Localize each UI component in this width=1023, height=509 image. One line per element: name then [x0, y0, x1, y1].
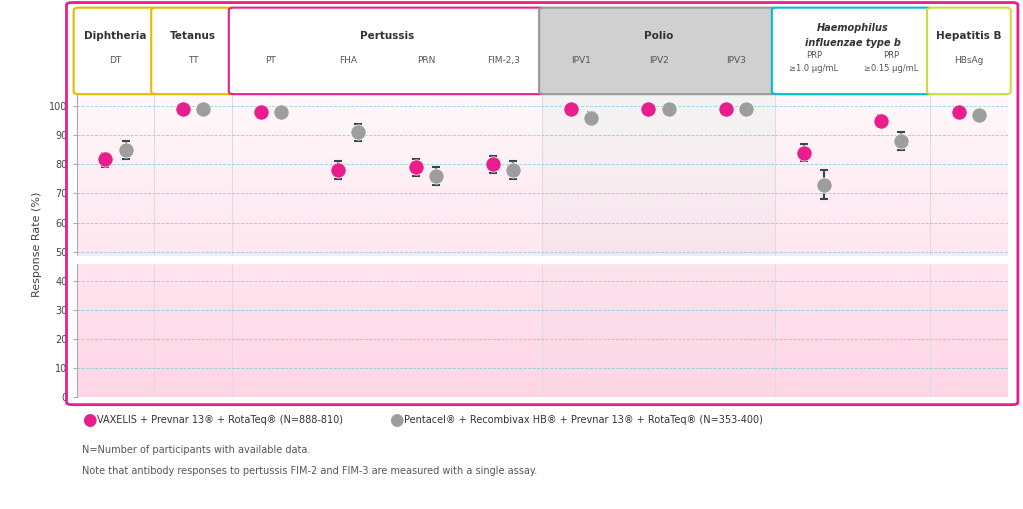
Point — [428, 172, 444, 180]
Text: influenzae type b: influenzae type b — [804, 38, 900, 48]
Point — [97, 154, 114, 162]
Text: FHA: FHA — [340, 56, 357, 65]
Point — [330, 166, 347, 174]
Text: ●: ● — [82, 411, 96, 429]
Text: IPV2: IPV2 — [649, 56, 668, 65]
Y-axis label: Response Rate (%): Response Rate (%) — [33, 191, 42, 297]
Text: Pertussis: Pertussis — [360, 31, 414, 41]
Point — [350, 128, 366, 136]
Text: N=Number of participants with available data.: N=Number of participants with available … — [82, 445, 310, 456]
Point — [195, 105, 212, 113]
Text: Note that antibody responses to pertussis FIM-2 and FIM-3 are measured with a si: Note that antibody responses to pertussi… — [82, 466, 537, 476]
Point — [796, 149, 812, 157]
Point — [485, 160, 501, 168]
Text: PRP: PRP — [883, 51, 899, 60]
Text: Polio: Polio — [643, 31, 673, 41]
Text: HBsAg: HBsAg — [954, 56, 983, 65]
Text: IPV3: IPV3 — [726, 56, 746, 65]
Text: VAXELIS + Prevnar 13® + RotaTeq® (N=888-810): VAXELIS + Prevnar 13® + RotaTeq® (N=888-… — [97, 415, 343, 425]
Text: IPV1: IPV1 — [571, 56, 591, 65]
Text: Antigens:: Antigens: — [471, 23, 552, 38]
Point — [272, 108, 288, 116]
Point — [738, 105, 754, 113]
Point — [873, 117, 889, 125]
Point — [661, 105, 677, 113]
Text: PT: PT — [265, 56, 276, 65]
Point — [583, 114, 599, 122]
Point — [407, 163, 424, 172]
Point — [640, 105, 657, 113]
Point — [815, 181, 832, 189]
Point — [253, 108, 269, 116]
Text: TT: TT — [188, 56, 198, 65]
Text: ●: ● — [389, 411, 403, 429]
Point — [118, 146, 134, 154]
Text: PRN: PRN — [416, 56, 435, 65]
Point — [950, 108, 967, 116]
Text: Tetanus: Tetanus — [170, 31, 216, 41]
Text: Hepatitis B: Hepatitis B — [936, 31, 1002, 41]
Text: DT: DT — [109, 56, 122, 65]
Text: ≥0.15 µg/mL: ≥0.15 µg/mL — [864, 64, 919, 73]
Text: FIM-2,3: FIM-2,3 — [487, 56, 520, 65]
Point — [971, 111, 987, 119]
Text: PRP: PRP — [806, 51, 821, 60]
Point — [563, 105, 579, 113]
Point — [718, 105, 735, 113]
Point — [175, 105, 191, 113]
Text: Diphtheria: Diphtheria — [84, 31, 146, 41]
Text: ≥1.0 µg/mL: ≥1.0 µg/mL — [789, 64, 838, 73]
Text: Pentacel® + Recombivax HB® + Prevnar 13® + RotaTeq® (N=353-400): Pentacel® + Recombivax HB® + Prevnar 13®… — [404, 415, 763, 425]
Point — [505, 166, 522, 174]
Text: Haemophilus: Haemophilus — [816, 23, 888, 33]
Point — [893, 137, 909, 145]
